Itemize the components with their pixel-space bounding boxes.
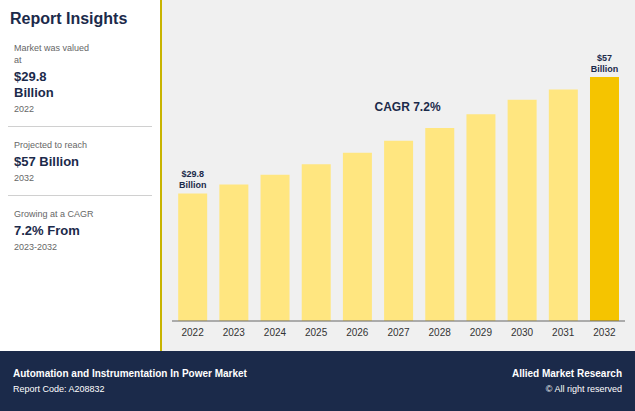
html-text:Allied Market Research: Allied Market Research bbox=[511, 368, 622, 379]
html-text:$57 Billion: $57 Billion bbox=[14, 154, 79, 169]
svg-text:2025: 2025 bbox=[305, 327, 328, 338]
html-text:Automation and Instrumentation: Automation and Instrumentation In Power … bbox=[13, 368, 247, 379]
html-text:Market was valued: Market was valued bbox=[14, 43, 89, 53]
html-text:© All right reserved: © All right reserved bbox=[545, 384, 622, 394]
html-text:Report Insights: Report Insights bbox=[10, 10, 128, 27]
html-text:Growing at a CAGR: Growing at a CAGR bbox=[14, 209, 94, 219]
html-text:2022: 2022 bbox=[14, 104, 34, 114]
html-text:Billion: Billion bbox=[14, 85, 54, 100]
svg-text:2030: 2030 bbox=[511, 327, 534, 338]
svg-text:$29.8Billion: $29.8Billion bbox=[179, 169, 207, 190]
svg-text:2028: 2028 bbox=[429, 327, 452, 338]
svg-text:2022: 2022 bbox=[181, 327, 204, 338]
html-text:Projected to reach: Projected to reach bbox=[14, 140, 87, 150]
svg-text:2029: 2029 bbox=[470, 327, 493, 338]
svg-text:2031: 2031 bbox=[552, 327, 575, 338]
svg-text:2027: 2027 bbox=[387, 327, 410, 338]
svg-text:2024: 2024 bbox=[264, 327, 287, 338]
svg-text:2032: 2032 bbox=[593, 327, 616, 338]
svg-text:2026: 2026 bbox=[346, 327, 369, 338]
svg-text:$57Billion: $57Billion bbox=[591, 53, 619, 74]
html-text:CAGR 7.2%: CAGR 7.2% bbox=[374, 100, 441, 115]
html-text:Report Code: A208832: Report Code: A208832 bbox=[13, 384, 105, 394]
html-text:$29.8: $29.8 bbox=[14, 69, 47, 84]
html-text:2023-2032: 2023-2032 bbox=[14, 242, 57, 252]
html-text:at: at bbox=[14, 55, 22, 65]
svg-text:2023: 2023 bbox=[223, 327, 246, 338]
html-text:2032: 2032 bbox=[14, 173, 34, 183]
html-text:7.2% From: 7.2% From bbox=[14, 223, 80, 238]
